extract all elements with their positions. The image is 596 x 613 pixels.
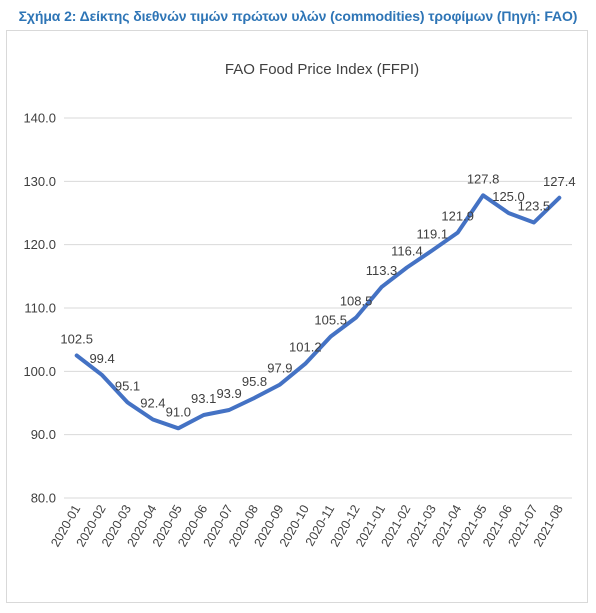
data-label: 119.1 <box>417 226 449 241</box>
y-tick-label: 110.0 <box>24 301 56 316</box>
figure-caption: Σχήμα 2: Δείκτης διεθνών τιμών πρώτων υλ… <box>18 8 578 24</box>
data-label: 113.3 <box>366 263 398 278</box>
y-tick-label: 100.0 <box>23 364 56 379</box>
data-label: 97.9 <box>267 361 292 376</box>
y-tick-label: 130.0 <box>23 174 56 189</box>
data-label: 99.4 <box>89 351 114 366</box>
y-tick-label: 140.0 <box>23 111 56 126</box>
data-label: 127.8 <box>467 171 500 186</box>
data-label: 125.0 <box>492 189 525 204</box>
y-tick-label: 90.0 <box>31 427 56 442</box>
data-label: 101.2 <box>289 340 322 355</box>
data-label: 105.5 <box>314 313 347 328</box>
data-label: 116.4 <box>391 243 423 258</box>
data-label: 93.1 <box>191 391 216 406</box>
data-label: 92.4 <box>140 395 165 410</box>
chart-title: FAO Food Price Index (FFPI) <box>225 61 419 78</box>
data-label: 91.0 <box>166 404 191 419</box>
data-label: 127.4 <box>543 174 576 189</box>
data-label: 93.9 <box>216 386 241 401</box>
data-label: 123.5 <box>518 199 551 214</box>
data-labels: 102.5 99.495.192.491.093.1 93.995.897.9 101… <box>60 171 575 419</box>
y-tick-label: 120.0 <box>23 237 56 252</box>
chart-frame <box>6 30 588 603</box>
data-label: 102.5 <box>60 332 93 347</box>
y-tick-label: 80.0 <box>31 491 56 506</box>
data-label: 108.5 <box>340 294 373 309</box>
gridlines <box>64 117 572 499</box>
data-label: 121.9 <box>441 209 474 224</box>
y-axis-ticks: 80.0 90.0 100.0 110.0 120.0 130.0 140.0 <box>23 111 56 506</box>
x-axis-ticks: 2020-012020-022020-032020-042020-052020-… <box>48 502 566 549</box>
data-label: 95.1 <box>115 378 140 393</box>
series-line <box>74 193 562 431</box>
data-label: 95.8 <box>242 374 267 389</box>
